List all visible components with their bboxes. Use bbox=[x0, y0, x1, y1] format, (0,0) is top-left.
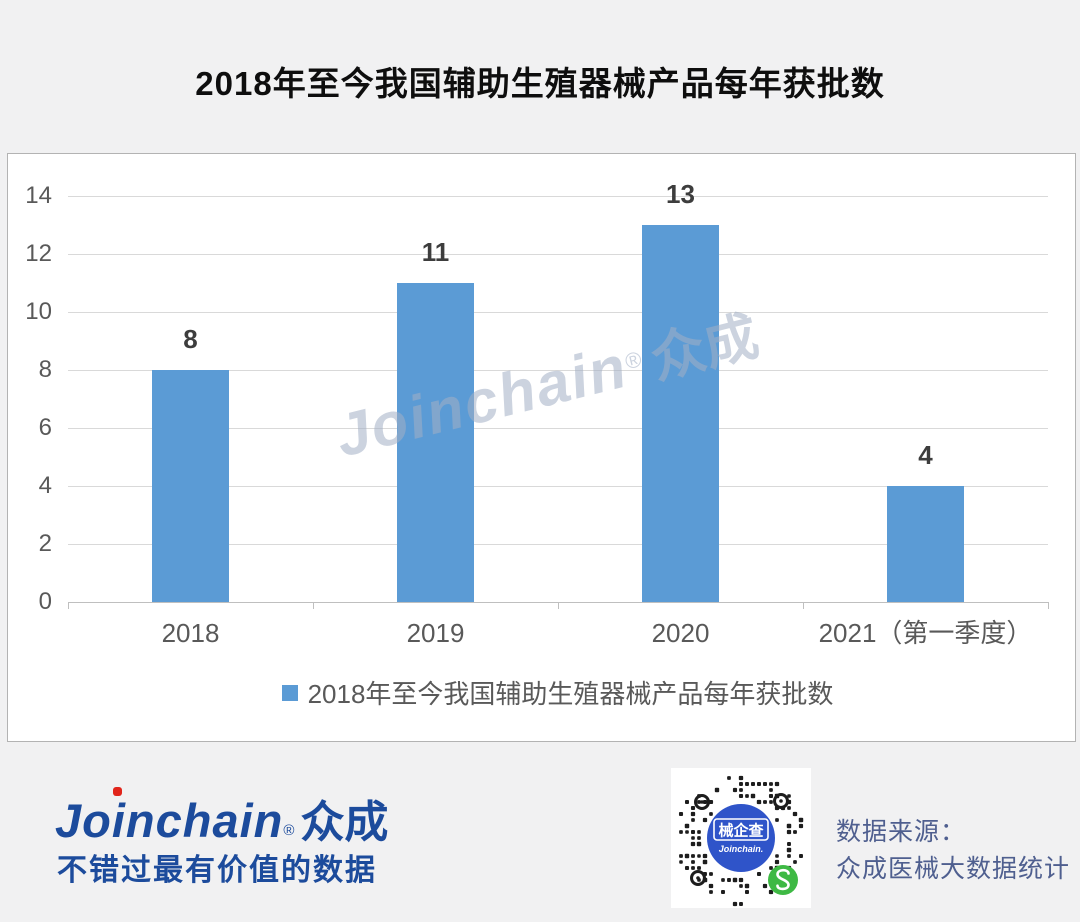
data-source-line2: 众成医械大数据统计 bbox=[836, 855, 1071, 883]
x-axis-tick-mark bbox=[803, 602, 804, 609]
y-axis-tick-label: 4 bbox=[38, 472, 52, 499]
x-axis-tick-mark bbox=[1048, 602, 1049, 609]
chart-panel: 0 2 4 6 8 10 12 14 8 2018 11 2019 13 2020 4 2021（第一季度） … bbox=[7, 153, 1076, 742]
qr-code-graphic: 械企查 Joinchain. bbox=[678, 775, 804, 907]
gridline bbox=[68, 428, 1048, 429]
gridline bbox=[68, 196, 1048, 197]
logo-registered-mark: ® bbox=[283, 822, 295, 839]
footer: Joinchain® 众成 不错过最有价值的数据 械企查 Joinchain. bbox=[0, 742, 1080, 922]
qr-center-brand: Joinchain. bbox=[719, 844, 764, 854]
data-source-line1: 数据来源： bbox=[836, 818, 967, 846]
x-axis-category-label: 2019 bbox=[406, 618, 465, 648]
legend-label: 2018年至今我国辅助生殖器械产品每年获批数 bbox=[307, 679, 834, 709]
gridline bbox=[68, 370, 1048, 371]
y-axis-tick-label: 8 bbox=[38, 356, 52, 383]
gridline bbox=[68, 254, 1048, 255]
x-axis-category-label: 2018 bbox=[161, 618, 220, 648]
qr-eye-icon bbox=[690, 793, 789, 886]
gridline bbox=[68, 486, 1048, 487]
qr-center-title: 械企查 bbox=[718, 822, 764, 840]
x-axis-tick-mark bbox=[558, 602, 559, 609]
bar-2020 bbox=[642, 225, 719, 602]
y-axis-tick-label: 14 bbox=[25, 182, 52, 209]
logo-text-latin: Joinchain bbox=[55, 794, 284, 847]
plot-area: 0 2 4 6 8 10 12 14 8 2018 11 2019 13 2020 4 2021（第一季度） bbox=[8, 154, 1075, 741]
legend-swatch bbox=[281, 685, 298, 701]
bar-2018 bbox=[152, 370, 229, 602]
x-axis-tick-mark bbox=[68, 602, 69, 609]
qr-code: 械企查 Joinchain. bbox=[671, 768, 811, 908]
y-axis-tick-label: 2 bbox=[38, 530, 52, 557]
joinchain-logo: Joinchain® 众成 bbox=[55, 786, 388, 850]
logo-text-cn: 众成 bbox=[300, 798, 389, 847]
wechat-icon bbox=[768, 865, 798, 895]
bar-2019 bbox=[397, 283, 474, 602]
bar-value-label: 4 bbox=[918, 440, 933, 470]
chart-title: 2018年至今我国辅助生殖器械产品每年获批数 bbox=[195, 65, 885, 102]
y-axis-tick-label: 12 bbox=[25, 240, 52, 267]
gridline bbox=[68, 312, 1048, 313]
x-axis-category-label: 2021（第一季度） bbox=[818, 618, 1033, 648]
bar-value-label: 8 bbox=[183, 324, 198, 354]
bar-2021（第一季度） bbox=[887, 486, 964, 602]
logo-tagline: 不错过最有价值的数据 bbox=[57, 854, 377, 887]
data-source: 数据来源： 众成医械大数据统计 bbox=[836, 814, 1070, 888]
y-axis-tick-label: 0 bbox=[38, 588, 52, 615]
logo-red-dot-icon bbox=[113, 787, 122, 796]
bar-value-label: 13 bbox=[666, 179, 695, 209]
y-axis-tick-label: 6 bbox=[38, 414, 52, 441]
qr-center-badge: 械企查 Joinchain. bbox=[707, 804, 775, 872]
legend: 2018年至今我国辅助生殖器械产品每年获批数 bbox=[24, 678, 1080, 710]
x-axis-category-label: 2020 bbox=[651, 618, 710, 648]
gridline bbox=[68, 544, 1048, 545]
x-axis-tick-mark bbox=[313, 602, 314, 609]
bar-value-label: 11 bbox=[421, 237, 450, 267]
y-axis-tick-label: 10 bbox=[25, 298, 52, 325]
